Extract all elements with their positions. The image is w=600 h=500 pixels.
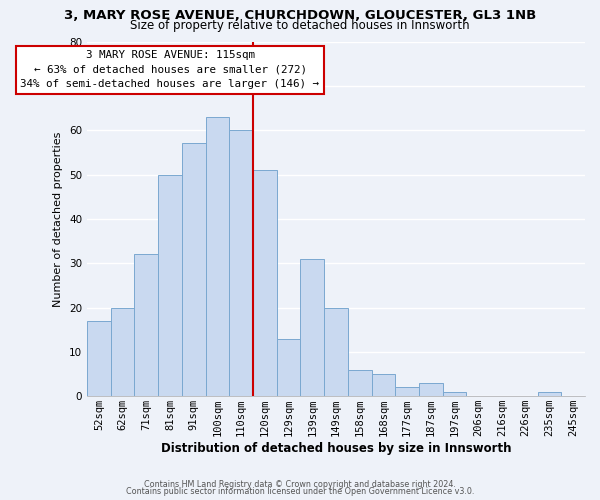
Text: Contains public sector information licensed under the Open Government Licence v3: Contains public sector information licen… (126, 487, 474, 496)
Bar (229, 130, 253, 396)
Text: 3 MARY ROSE AVENUE: 115sqm
← 63% of detached houses are smaller (272)
34% of sem: 3 MARY ROSE AVENUE: 115sqm ← 63% of deta… (20, 50, 320, 89)
Bar (538, 392, 561, 396)
Bar (158, 174, 182, 396)
X-axis label: Distribution of detached houses by size in Innsworth: Distribution of detached houses by size … (161, 442, 511, 455)
Bar (324, 308, 348, 396)
Bar (395, 388, 419, 396)
Bar (277, 338, 301, 396)
Bar (182, 144, 206, 396)
Bar (301, 258, 324, 396)
Bar (348, 370, 371, 396)
Bar (443, 392, 466, 396)
Text: 3, MARY ROSE AVENUE, CHURCHDOWN, GLOUCESTER, GL3 1NB: 3, MARY ROSE AVENUE, CHURCHDOWN, GLOUCES… (64, 9, 536, 22)
Bar (371, 374, 395, 396)
Bar (206, 117, 229, 396)
Text: Contains HM Land Registry data © Crown copyright and database right 2024.: Contains HM Land Registry data © Crown c… (144, 480, 456, 489)
Bar (134, 254, 158, 396)
Bar (87, 321, 111, 396)
Bar (419, 383, 443, 396)
Y-axis label: Number of detached properties: Number of detached properties (53, 131, 64, 306)
Bar (253, 170, 277, 396)
Bar (111, 308, 134, 396)
Text: Size of property relative to detached houses in Innsworth: Size of property relative to detached ho… (130, 18, 470, 32)
